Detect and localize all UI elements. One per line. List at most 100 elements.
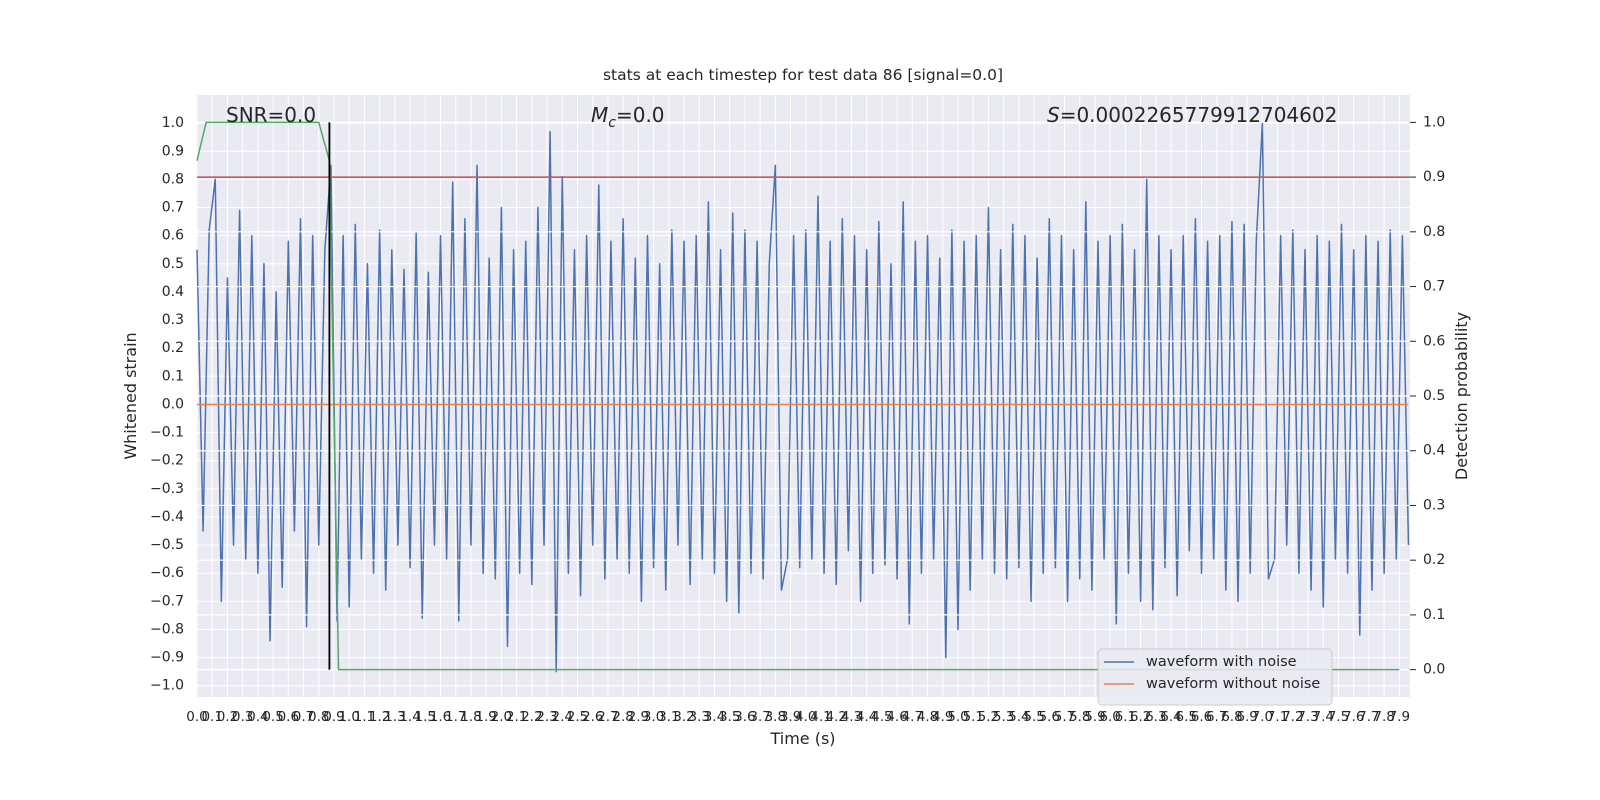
x-tick-label: 7.5 (1328, 709, 1349, 725)
x-tick-label: 5.2 (978, 709, 999, 725)
y2-axis-label: Detection probability (1452, 312, 1471, 480)
x-tick-label: 5.1 (962, 709, 983, 725)
y-tick-label: 0.0 (162, 396, 184, 412)
x-tick-label: 6.8 (1221, 709, 1242, 725)
x-tick-label: 4.1 (810, 709, 831, 725)
y-tick-label: −0.2 (150, 453, 184, 469)
x-tick-label: 6.2 (1130, 709, 1151, 725)
x-tick-label: 5.9 (1084, 709, 1105, 725)
x-tick-label: 6.1 (1115, 709, 1136, 725)
legend-label: waveform with noise (1146, 654, 1297, 670)
x-tick-label: 0.8 (308, 709, 329, 725)
x-tick-label: 1.4 (399, 709, 420, 725)
annotation: Mc=0.0 (591, 103, 665, 131)
y-axis-label: Whitened strain (121, 332, 140, 459)
y-tick-label: −0.8 (150, 621, 184, 637)
x-tick-label: 2.8 (612, 709, 633, 725)
y-tick-label: −0.5 (150, 537, 184, 553)
x-tick-label: 4.4 (856, 709, 877, 725)
annotation: SNR=0.0 (226, 103, 316, 127)
y-tick-label: −0.4 (150, 509, 184, 525)
x-tick-label: 0.2 (217, 709, 238, 725)
x-tick-label: 3.3 (689, 709, 710, 725)
x-tick-label: 7.3 (1297, 709, 1318, 725)
y2-tick-label: 0.1 (1423, 607, 1445, 623)
series-line (196, 122, 1410, 673)
x-tick-label: 7.9 (1389, 709, 1410, 725)
annotation-symbol: M (591, 103, 608, 127)
y-tick-label: −1.0 (150, 678, 184, 694)
x-tick-label: 4.6 (886, 709, 907, 725)
y-tick-label: 0.3 (162, 312, 184, 328)
x-tick-label: 7.0 (1252, 709, 1273, 725)
probability-line (196, 121, 1400, 671)
x-tick-label: 5.0 (947, 709, 968, 725)
x-tick-label: 7.6 (1343, 709, 1364, 725)
x-tick-label: 0.9 (323, 709, 344, 725)
x-tick-label: 6.3 (1145, 709, 1166, 725)
x-tick-label: 7.8 (1373, 709, 1394, 725)
x-tick-label: 5.7 (1054, 709, 1075, 725)
x-tick-label: 1.3 (384, 709, 405, 725)
x-tick-label: 5.8 (1069, 709, 1090, 725)
x-tick-label: 5.6 (1039, 709, 1060, 725)
x-tick-label: 1.2 (369, 709, 390, 725)
x-tick-label: 5.3 (993, 709, 1014, 725)
x-tick-label: 5.4 (1008, 709, 1029, 725)
x-tick-label: 2.3 (536, 709, 557, 725)
x-tick-label: 4.7 (902, 709, 923, 725)
legend-label: waveform without noise (1146, 676, 1320, 692)
x-tick-label: 4.0 (795, 709, 816, 725)
x-tick-label: 2.6 (582, 709, 603, 725)
y-tick-label: −0.9 (150, 650, 184, 666)
x-tick-label: 7.7 (1358, 709, 1379, 725)
x-tick-label: 7.2 (1282, 709, 1303, 725)
y-tick-label: 0.9 (162, 143, 184, 159)
x-tick-label: 1.0 (338, 709, 359, 725)
annotation: S=0.0002265779912704602 (1047, 103, 1337, 127)
x-tick-label: 3.8 (765, 709, 786, 725)
y-tick-label: 0.2 (162, 340, 184, 356)
x-tick-label: 0.7 (293, 709, 314, 725)
x-tick-label: 0.6 (278, 709, 299, 725)
y-tick-label: 0.1 (162, 368, 184, 384)
x-tick-label: 0.1 (201, 709, 222, 725)
x-tick-label: 4.9 (932, 709, 953, 725)
y-tick-label: −0.1 (150, 425, 184, 441)
y2-tick-label: 0.9 (1423, 169, 1445, 185)
x-tick-label: 3.1 (658, 709, 679, 725)
x-tick-label: 6.0 (1099, 709, 1120, 725)
x-tick-label: 0.5 (262, 709, 283, 725)
x-tick-label: 7.1 (1267, 709, 1288, 725)
x-tick-label: 3.2 (673, 709, 694, 725)
y2-tick-label: 0.6 (1423, 333, 1445, 349)
x-tick-label: 4.8 (917, 709, 938, 725)
y-tick-label: 1.0 (162, 115, 184, 131)
y2-tick-label: 0.2 (1423, 552, 1445, 568)
y-tick-label: 0.5 (162, 256, 184, 272)
x-tick-label: 5.5 (1023, 709, 1044, 725)
x-tick-label: 3.6 (734, 709, 755, 725)
x-tick-label: 4.2 (825, 709, 846, 725)
x-tick-label: 3.7 (749, 709, 770, 725)
y-tick-label: −0.3 (150, 481, 184, 497)
x-tick-label: 4.5 (871, 709, 892, 725)
x-tick-label: 1.1 (354, 709, 375, 725)
y2-tick-label: 0.4 (1423, 443, 1445, 459)
x-tick-label: 0.4 (247, 709, 268, 725)
annotation-text: =0.0 (616, 103, 665, 127)
y-tick-label: 0.6 (162, 228, 184, 244)
annotation-symbol: S (1047, 103, 1060, 127)
x-tick-label: 3.0 (643, 709, 664, 725)
x-tick-label: 1.8 (460, 709, 481, 725)
x-tick-label: 6.4 (1160, 709, 1181, 725)
x-tick-label: 2.9 (628, 709, 649, 725)
x-tick-label: 2.2 (521, 709, 542, 725)
chart-title: stats at each timestep for test data 86 … (603, 66, 1003, 84)
x-tick-label: 6.9 (1236, 709, 1257, 725)
x-tick-label: 6.7 (1206, 709, 1227, 725)
x-tick-label: 3.5 (719, 709, 740, 725)
x-tick-label: 1.6 (430, 709, 451, 725)
x-tick-label: 4.3 (841, 709, 862, 725)
